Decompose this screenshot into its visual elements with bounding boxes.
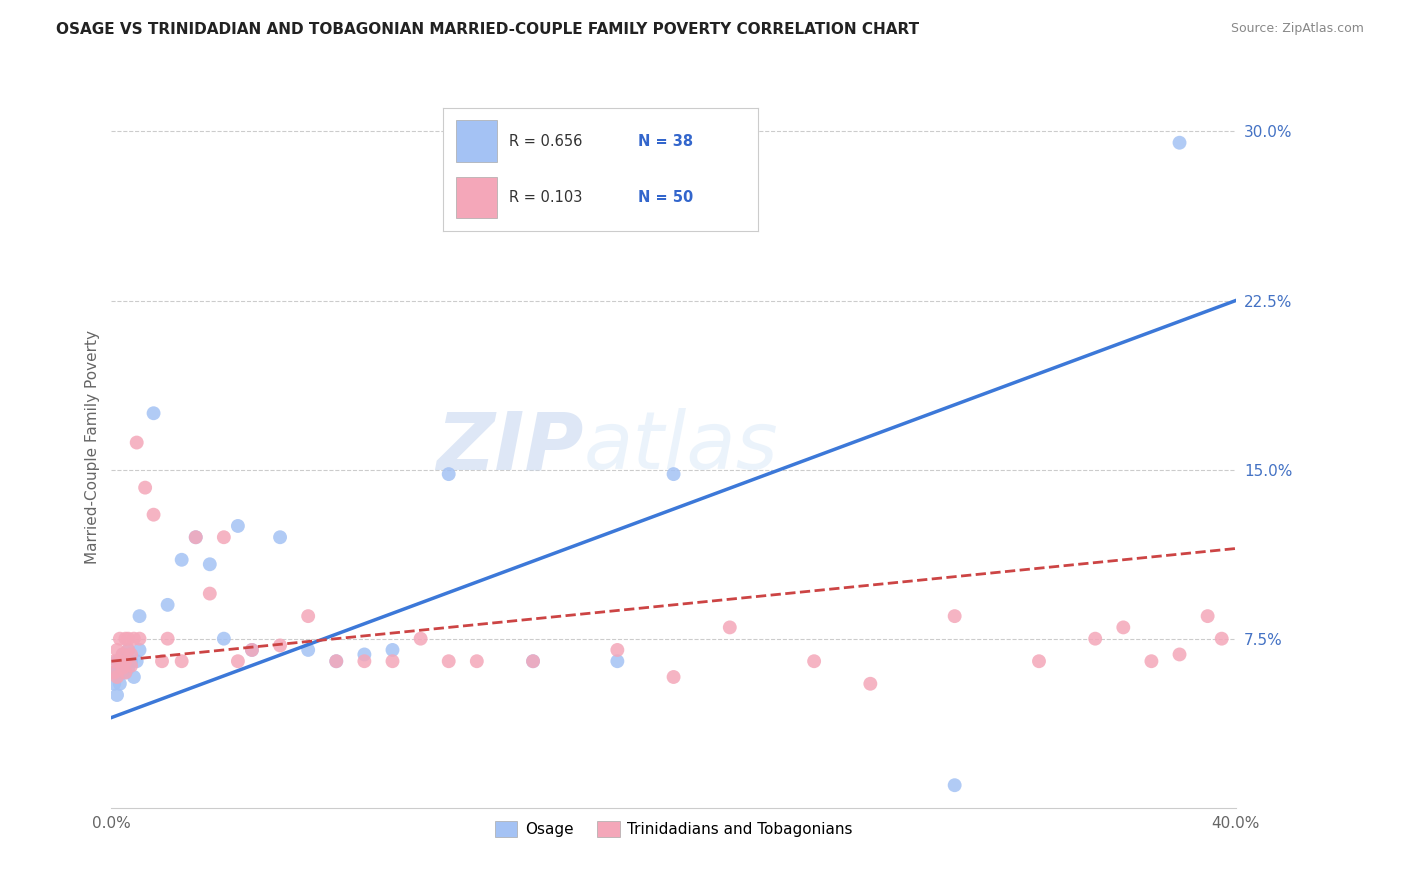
Point [240, 643, 263, 657]
Point [125, 435, 148, 450]
Point [437, 654, 460, 668]
Point [1211, 632, 1233, 646]
Point [184, 530, 207, 544]
Point [325, 654, 347, 668]
Point [111, 648, 134, 662]
Point [170, 654, 193, 668]
Point [114, 665, 136, 680]
Point [226, 654, 249, 668]
Point [353, 648, 375, 662]
Point [1168, 648, 1191, 662]
Point [465, 654, 488, 668]
Point [105, 643, 128, 657]
Point [108, 677, 131, 691]
Point [269, 639, 291, 653]
Point [718, 620, 741, 634]
Point [103, 654, 125, 668]
Point [117, 643, 139, 657]
Point [226, 519, 249, 533]
Point [105, 665, 128, 680]
Point [111, 648, 134, 662]
Point [103, 677, 125, 691]
Point [170, 553, 193, 567]
Point [103, 665, 125, 680]
Point [184, 530, 207, 544]
Point [803, 654, 825, 668]
Point [120, 648, 142, 662]
Point [117, 643, 139, 657]
Point [198, 586, 221, 600]
Point [269, 530, 291, 544]
Point [117, 661, 139, 675]
Point [125, 654, 148, 668]
Point [409, 632, 432, 646]
Point [943, 778, 966, 792]
Point [120, 658, 142, 673]
Point [108, 632, 131, 646]
Point [105, 670, 128, 684]
Point [353, 654, 375, 668]
Point [240, 643, 263, 657]
Text: ZIP: ZIP [436, 408, 583, 486]
Text: Source: ZipAtlas.com: Source: ZipAtlas.com [1230, 22, 1364, 36]
Point [134, 481, 156, 495]
Point [120, 654, 142, 668]
Point [1084, 632, 1107, 646]
Point [522, 654, 544, 668]
Point [606, 654, 628, 668]
Point [1140, 654, 1163, 668]
Point [128, 643, 150, 657]
Point [662, 670, 685, 684]
Point [114, 665, 136, 680]
Point [662, 467, 685, 482]
Point [297, 609, 319, 624]
Point [1112, 620, 1135, 634]
Text: atlas: atlas [583, 408, 779, 486]
Point [111, 665, 134, 680]
Point [1168, 136, 1191, 150]
Y-axis label: Married-Couple Family Poverty: Married-Couple Family Poverty [86, 330, 100, 564]
Point [122, 670, 145, 684]
Point [212, 632, 235, 646]
Point [103, 665, 125, 680]
Point [128, 632, 150, 646]
Point [212, 530, 235, 544]
Point [142, 406, 165, 420]
Point [381, 654, 404, 668]
Point [325, 654, 347, 668]
Point [128, 609, 150, 624]
Point [122, 632, 145, 646]
Point [156, 632, 179, 646]
Point [142, 508, 165, 522]
Point [105, 654, 128, 668]
Point [606, 643, 628, 657]
Point [108, 665, 131, 680]
Point [108, 654, 131, 668]
Point [1028, 654, 1050, 668]
Point [381, 643, 404, 657]
Point [117, 632, 139, 646]
Legend: Osage, Trinidadians and Tobagonians: Osage, Trinidadians and Tobagonians [488, 815, 859, 844]
Point [114, 654, 136, 668]
Point [198, 558, 221, 572]
Point [111, 661, 134, 675]
Point [297, 643, 319, 657]
Point [437, 467, 460, 482]
Point [522, 654, 544, 668]
Point [943, 609, 966, 624]
Point [114, 654, 136, 668]
Point [105, 688, 128, 702]
Point [108, 654, 131, 668]
Point [859, 677, 882, 691]
Text: OSAGE VS TRINIDADIAN AND TOBAGONIAN MARRIED-COUPLE FAMILY POVERTY CORRELATION CH: OSAGE VS TRINIDADIAN AND TOBAGONIAN MARR… [56, 22, 920, 37]
Point [1197, 609, 1219, 624]
Point [150, 654, 173, 668]
Point [114, 632, 136, 646]
Point [156, 598, 179, 612]
